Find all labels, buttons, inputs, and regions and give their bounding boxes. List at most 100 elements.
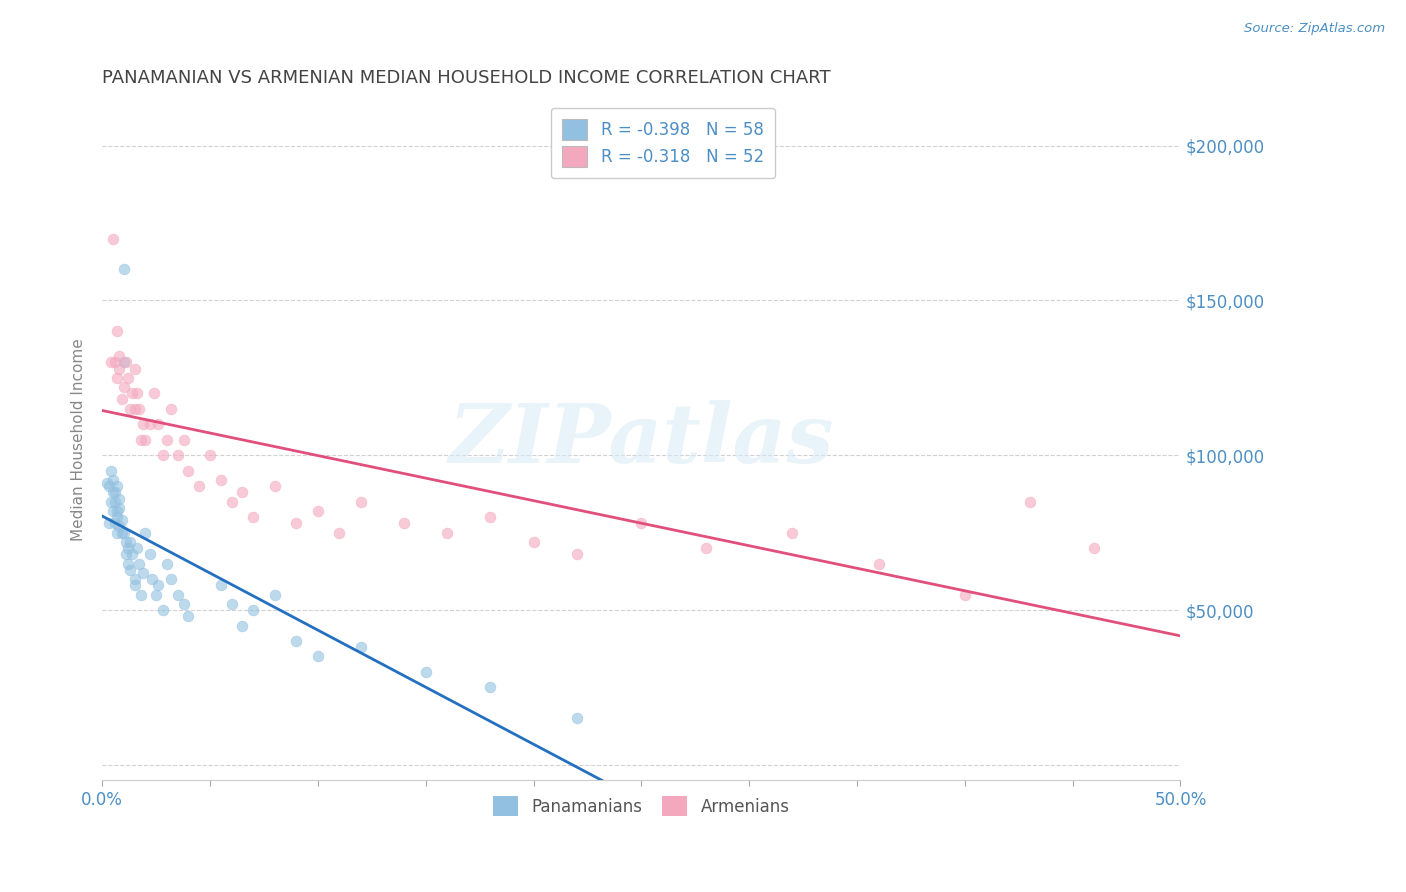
Point [124,572,146,586]
Point [173,597,195,611]
Point [565,547,588,561]
Point [129,588,152,602]
Point [285,516,308,531]
Point [160,401,183,416]
Point [112,525,135,540]
Point [101,231,124,245]
Point [124,401,146,416]
Point [132,417,155,432]
Text: Source: ZipAtlas.com: Source: ZipAtlas.com [1244,22,1385,36]
Point [125,386,148,401]
Point [128,557,150,571]
Point [115,355,138,369]
Point [117,541,139,555]
Point [134,525,156,540]
Point [350,640,373,655]
Point [160,572,183,586]
Point [108,491,131,506]
Point [138,547,160,561]
Point [436,525,458,540]
Point [111,525,134,540]
Point [392,516,415,531]
Point [522,535,544,549]
Point [695,541,717,555]
Point [117,371,139,385]
Point [121,547,143,561]
Point [177,464,200,478]
Point [112,262,135,277]
Point [112,355,135,369]
Point [173,433,195,447]
Point [1018,494,1040,508]
Point [242,510,264,524]
Point [156,557,179,571]
Point [105,371,128,385]
Point [115,535,138,549]
Text: PANAMANIAN VS ARMENIAN MEDIAN HOUSEHOLD INCOME CORRELATION CHART: PANAMANIAN VS ARMENIAN MEDIAN HOUSEHOLD … [103,69,831,87]
Point [148,578,170,592]
Point [221,597,243,611]
Point [97,516,120,531]
Point [156,433,179,447]
Point [96,476,118,491]
Point [111,513,134,527]
Point [479,681,502,695]
Point [120,535,142,549]
Text: ZIPatlas: ZIPatlas [449,400,834,480]
Point [166,448,188,462]
Point [111,392,134,407]
Point [124,361,146,376]
Point [263,588,285,602]
Point [129,433,152,447]
Point [630,516,652,531]
Point [105,325,128,339]
Point [108,361,131,376]
Point [152,603,174,617]
Point [263,479,285,493]
Point [105,504,128,518]
Point [221,494,243,508]
Point [198,448,221,462]
Point [100,494,122,508]
Point [242,603,264,617]
Point [1083,541,1105,555]
Point [415,665,437,679]
Point [112,380,135,394]
Point [124,578,146,592]
Point [166,588,188,602]
Point [120,563,142,577]
Point [209,578,232,592]
Point [285,634,308,648]
Point [145,588,167,602]
Point [138,417,160,432]
Point [307,504,329,518]
Point [188,479,211,493]
Point [117,557,139,571]
Point [104,355,127,369]
Point [115,547,138,561]
Point [100,464,122,478]
Point [108,349,131,363]
Point [231,485,253,500]
Point [105,479,128,493]
Point [868,557,890,571]
Point [97,479,120,493]
Point [141,572,163,586]
Point [565,711,588,725]
Point [143,386,166,401]
Point [231,618,253,632]
Legend: Panamanians, Armenians: Panamanians, Armenians [486,789,796,823]
Point [104,516,127,531]
Point [177,609,200,624]
Point [125,541,148,555]
Point [953,588,976,602]
Point [209,473,232,487]
Point [328,525,350,540]
Point [104,494,127,508]
Y-axis label: Median Household Income: Median Household Income [72,338,86,541]
Point [101,504,124,518]
Point [120,401,142,416]
Point [101,473,124,487]
Point [479,510,502,524]
Point [108,519,131,533]
